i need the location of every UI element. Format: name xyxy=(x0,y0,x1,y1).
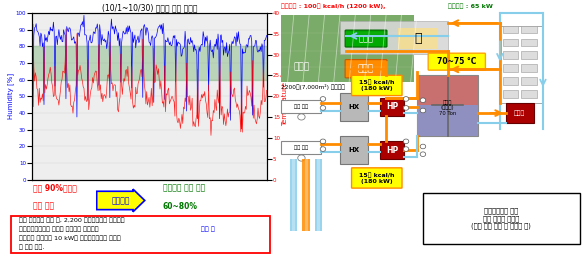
Text: 제습기: 제습기 xyxy=(359,34,373,43)
Bar xyxy=(522,77,537,85)
Bar xyxy=(503,39,519,46)
Bar xyxy=(506,103,534,123)
Text: HP: HP xyxy=(386,146,398,155)
Text: 재생기: 재생기 xyxy=(358,64,374,73)
Bar xyxy=(305,159,308,231)
FancyArrow shape xyxy=(97,189,145,212)
Bar xyxy=(522,64,537,72)
Text: 지열히트펜프 기반
온실 열공급 시스템
(현재 시공 완료 및 시운전 중): 지열히트펜프 기반 온실 열공급 시스템 (현재 시공 완료 및 시운전 중) xyxy=(472,208,532,229)
Bar xyxy=(281,15,414,82)
Circle shape xyxy=(403,97,409,101)
Bar xyxy=(503,26,519,33)
Bar xyxy=(522,90,537,98)
Bar xyxy=(417,75,478,136)
Circle shape xyxy=(298,155,305,161)
Text: 강릅시: 강릅시 xyxy=(294,62,310,71)
Text: 과습 상태: 과습 상태 xyxy=(33,202,54,211)
Text: 쳐열조
(개방형)
70 Ton: 쳐열조 (개방형) 70 Ton xyxy=(439,100,456,116)
FancyBboxPatch shape xyxy=(345,30,387,47)
Bar xyxy=(340,21,448,54)
Circle shape xyxy=(420,98,425,103)
Bar xyxy=(317,159,320,231)
Text: 재생열을 활용하여 10 kW급 액체제습모듈을 개발하: 재생열을 활용하여 10 kW급 액체제습모듈을 개발하 xyxy=(19,236,121,241)
Bar xyxy=(503,90,519,98)
Bar xyxy=(380,98,404,116)
Bar xyxy=(522,39,537,46)
Circle shape xyxy=(320,147,326,151)
Text: 🌶: 🌶 xyxy=(414,32,422,45)
Bar xyxy=(417,105,478,136)
Text: HP: HP xyxy=(386,102,398,111)
Text: 60~80%: 60~80% xyxy=(163,202,198,211)
Bar xyxy=(500,26,543,103)
Bar xyxy=(380,141,404,159)
Y-axis label: Temperature [°C]: Temperature [°C] xyxy=(281,66,289,126)
Text: 15만 kcal/h
(180 kW): 15만 kcal/h (180 kW) xyxy=(359,80,394,91)
Text: 공급 헤더: 공급 헤더 xyxy=(294,145,308,150)
Text: 현재 90%이상의: 현재 90%이상의 xyxy=(33,184,77,193)
Bar xyxy=(340,136,367,164)
Text: 2200평(7,000m²) 실증온실: 2200평(7,000m²) 실증온실 xyxy=(281,84,345,90)
Circle shape xyxy=(320,106,326,110)
Circle shape xyxy=(420,152,425,157)
Circle shape xyxy=(298,114,305,120)
Bar xyxy=(32,46,267,80)
Circle shape xyxy=(420,144,425,149)
Text: 난방부하 : 100만 kcal/h (1200 kW),: 난방부하 : 100만 kcal/h (1200 kW), xyxy=(281,4,386,10)
Text: 파프리카 적정 습도: 파프리카 적정 습도 xyxy=(163,184,205,193)
Bar xyxy=(281,141,321,154)
Text: 제습부하 : 65 kW: 제습부하 : 65 kW xyxy=(448,4,492,10)
FancyBboxPatch shape xyxy=(352,75,402,96)
Bar xyxy=(340,93,367,121)
Text: 향후 기술개발 완료 후, 2,200 실증온실에서 진행중인: 향후 기술개발 완료 후, 2,200 실증온실에서 진행중인 xyxy=(19,217,125,223)
Text: 15만 kcal/h
(180 kW): 15만 kcal/h (180 kW) xyxy=(359,172,394,183)
Text: 여 실증 예정.: 여 실증 예정. xyxy=(19,245,45,251)
Circle shape xyxy=(320,97,326,101)
Bar xyxy=(290,159,298,231)
Text: 환수 헤더: 환수 헤더 xyxy=(294,104,308,109)
Bar xyxy=(522,51,537,59)
Text: 보일러: 보일러 xyxy=(515,110,526,116)
Bar xyxy=(503,77,519,85)
Circle shape xyxy=(320,139,326,144)
Bar xyxy=(315,159,322,231)
Bar xyxy=(281,100,321,113)
Title: (10/1~10/30) 온습도 측정 데이터: (10/1~10/30) 온습도 측정 데이터 xyxy=(102,3,197,12)
FancyBboxPatch shape xyxy=(345,60,387,78)
Bar xyxy=(302,159,310,231)
Circle shape xyxy=(403,106,409,110)
Text: 지열 신: 지열 신 xyxy=(201,227,214,232)
Text: 70~75 °C: 70~75 °C xyxy=(437,57,476,66)
Text: 제습필수: 제습필수 xyxy=(112,196,131,205)
FancyBboxPatch shape xyxy=(352,168,402,188)
Bar xyxy=(423,193,580,244)
Y-axis label: Humidity [%]: Humidity [%] xyxy=(8,73,14,120)
Bar xyxy=(522,26,537,33)
Bar xyxy=(503,64,519,72)
Bar xyxy=(503,51,519,59)
Circle shape xyxy=(420,108,425,113)
FancyBboxPatch shape xyxy=(428,53,485,70)
Text: 지열히트펜프기반 열공급 시스템과 연계하여: 지열히트펜프기반 열공급 시스템과 연계하여 xyxy=(19,227,101,232)
Bar xyxy=(292,159,295,231)
Text: HX: HX xyxy=(348,104,359,110)
Circle shape xyxy=(403,139,409,144)
Circle shape xyxy=(403,147,409,151)
Bar xyxy=(398,28,438,49)
Text: HX: HX xyxy=(348,147,359,153)
